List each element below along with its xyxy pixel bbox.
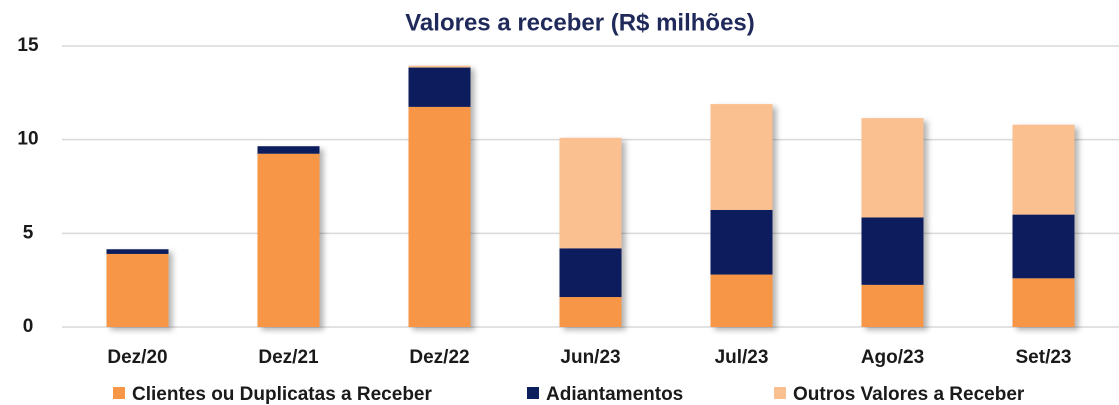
bar-segment (1012, 214, 1075, 279)
y-tick-label: 5 (23, 222, 34, 243)
bar-segment (710, 274, 773, 327)
bar-segment (710, 104, 773, 210)
bar-segment (257, 146, 320, 154)
bar-stack (408, 65, 471, 327)
legend-label: Clientes ou Duplicatas a Receber (132, 384, 432, 405)
legend-label: Adiantamentos (546, 384, 683, 405)
bar-segment (1012, 278, 1075, 327)
legend-label: Outros Valores a Receber (793, 384, 1025, 405)
x-tick-label: Dez/20 (107, 347, 167, 368)
x-tick-label: Dez/21 (258, 347, 319, 368)
bar-stack (710, 104, 773, 327)
bar-segment (559, 137, 622, 249)
bar-stack (257, 146, 320, 327)
x-tick-label: Dez/22 (409, 347, 469, 368)
bar-segment (257, 153, 320, 327)
y-tick-label: 0 (23, 316, 34, 337)
chart-title: Valores a receber (R$ milhões) (405, 9, 755, 36)
bar-segment (1012, 124, 1075, 215)
bar-stack (106, 249, 169, 327)
bar-stack (861, 118, 924, 327)
bar-segment (106, 253, 169, 327)
x-tick-label: Set/23 (1016, 347, 1072, 368)
bar-segment (408, 106, 471, 327)
bar-segment (408, 65, 471, 68)
bar-segment (559, 248, 622, 298)
bar-segment (861, 118, 924, 218)
bar-segment (861, 284, 924, 327)
legend-swatch (774, 387, 786, 399)
legend-swatch (527, 387, 539, 399)
legend-swatch (113, 387, 125, 399)
bar-segment (408, 67, 471, 107)
bar-segment (710, 209, 773, 275)
x-tick-label: Jun/23 (560, 347, 620, 368)
bar-stack (1012, 124, 1075, 327)
x-tick-label: Ago/23 (861, 347, 924, 368)
y-tick-label: 10 (17, 129, 38, 150)
bar-segment (106, 249, 169, 254)
bar-segment (861, 217, 924, 285)
x-tick-label: Jul/23 (715, 347, 769, 368)
y-tick-label: 15 (17, 35, 39, 56)
bar-segment (559, 297, 622, 327)
bar-stack (559, 137, 622, 327)
